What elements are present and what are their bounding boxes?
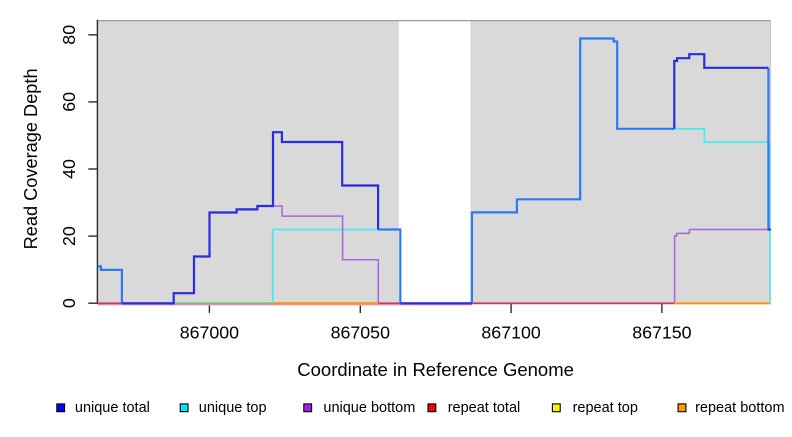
svg-text:unique top: unique top bbox=[199, 400, 267, 416]
svg-text:867150: 867150 bbox=[632, 323, 691, 343]
svg-text:80: 80 bbox=[59, 25, 79, 45]
svg-text:repeat top: repeat top bbox=[573, 400, 638, 416]
svg-text:20: 20 bbox=[59, 226, 79, 246]
svg-text:repeat total: repeat total bbox=[448, 400, 521, 416]
svg-text:60: 60 bbox=[59, 92, 79, 112]
svg-text:unique bottom: unique bottom bbox=[323, 400, 415, 416]
svg-text:0: 0 bbox=[59, 298, 79, 308]
svg-text:Read Coverage Depth: Read Coverage Depth bbox=[21, 68, 41, 249]
svg-text:867000: 867000 bbox=[180, 323, 239, 343]
svg-text:Coordinate in Reference Genome: Coordinate in Reference Genome bbox=[297, 359, 574, 380]
svg-text:unique total: unique total bbox=[75, 400, 150, 416]
svg-text:repeat bottom: repeat bottom bbox=[695, 400, 784, 416]
svg-text:867050: 867050 bbox=[331, 323, 390, 343]
svg-text:867100: 867100 bbox=[481, 323, 540, 343]
svg-text:40: 40 bbox=[59, 159, 79, 179]
